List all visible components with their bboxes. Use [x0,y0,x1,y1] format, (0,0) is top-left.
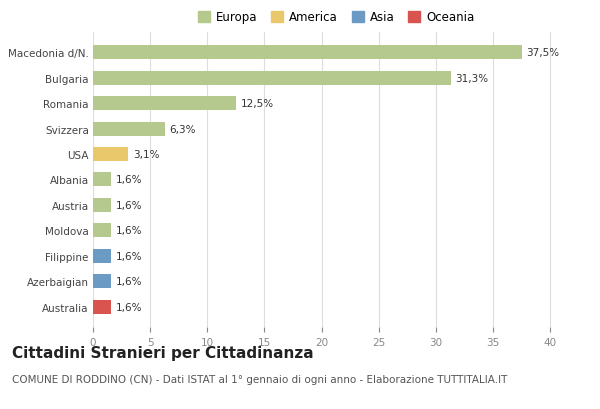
Bar [93,173,111,187]
Text: 31,3%: 31,3% [455,74,488,83]
Bar [93,274,111,288]
Bar [93,249,111,263]
Text: 1,6%: 1,6% [116,200,142,210]
Text: Cittadini Stranieri per Cittadinanza: Cittadini Stranieri per Cittadinanza [12,346,314,361]
Bar [93,46,521,60]
Text: 1,6%: 1,6% [116,276,142,286]
Text: 3,1%: 3,1% [133,150,160,160]
Bar [93,148,128,162]
Text: 1,6%: 1,6% [116,302,142,312]
Bar [93,224,111,238]
Text: 1,6%: 1,6% [116,175,142,185]
Text: 37,5%: 37,5% [526,48,559,58]
Bar [93,72,451,85]
Legend: Europa, America, Asia, Oceania: Europa, America, Asia, Oceania [194,8,478,28]
Text: 1,6%: 1,6% [116,251,142,261]
Text: 12,5%: 12,5% [241,99,274,109]
Text: 1,6%: 1,6% [116,226,142,236]
Text: 6,3%: 6,3% [170,124,196,134]
Text: COMUNE DI RODDINO (CN) - Dati ISTAT al 1° gennaio di ogni anno - Elaborazione TU: COMUNE DI RODDINO (CN) - Dati ISTAT al 1… [12,374,508,384]
Bar [93,300,111,314]
Bar [93,97,236,111]
Bar [93,122,165,136]
Bar [93,198,111,212]
